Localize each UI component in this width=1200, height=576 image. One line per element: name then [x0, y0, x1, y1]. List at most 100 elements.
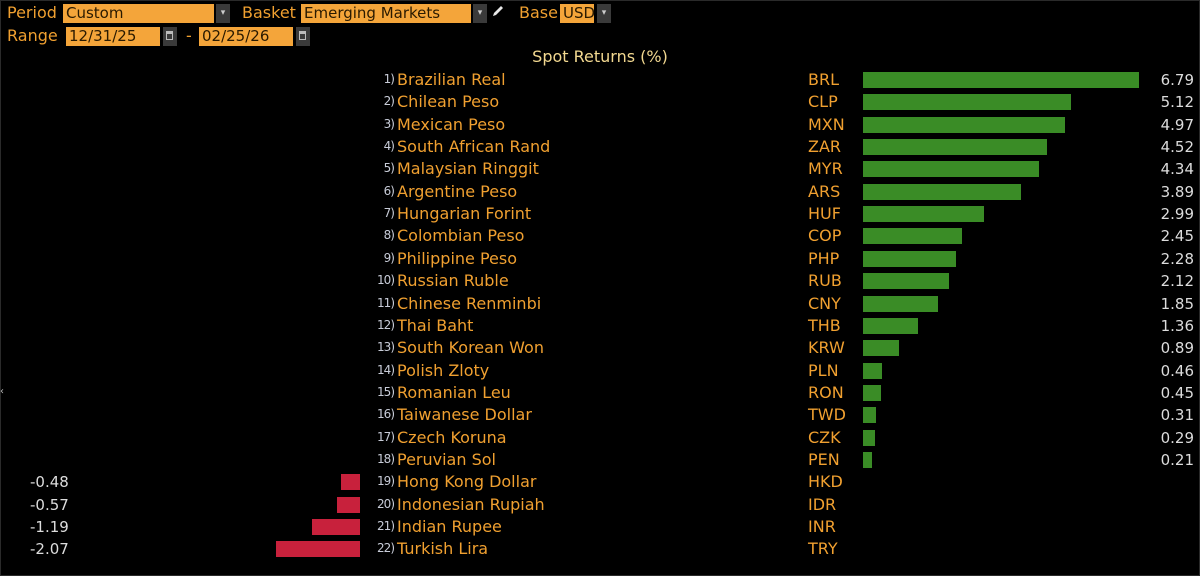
table-row[interactable]: 18) Peruvian Sol PEN 0.21 [0, 449, 1200, 471]
rank-number: 22) [377, 541, 395, 556]
basket-select[interactable]: Emerging Markets [301, 4, 471, 23]
currency-name[interactable]: Peruvian Sol [397, 449, 496, 469]
currency-code: KRW [808, 338, 845, 358]
negative-return-bar [276, 541, 360, 558]
return-value: -0.48 [30, 473, 69, 492]
currency-name[interactable]: Chilean Peso [397, 92, 500, 112]
currency-code: RUB [808, 271, 842, 291]
positive-return-bar [863, 317, 918, 334]
table-row[interactable]: 16) Taiwanese Dollar TWD 0.31 [0, 404, 1200, 426]
return-value: 4.34 [1160, 160, 1194, 179]
currency-code: CLP [808, 92, 838, 112]
currency-name[interactable]: Indonesian Rupiah [397, 494, 545, 514]
table-row[interactable]: 13) South Korean Won KRW 0.89 [0, 337, 1200, 359]
return-value: 4.52 [1160, 138, 1194, 157]
table-row[interactable]: 14) Polish Zloty PLN 0.46 [0, 360, 1200, 382]
table-row[interactable]: 11) Chinese Renminbi CNY 1.85 [0, 293, 1200, 315]
positive-return-bar [863, 250, 956, 267]
return-value: 0.29 [1160, 428, 1194, 447]
table-row[interactable]: 3) Mexican Peso MXN 4.97 [0, 114, 1200, 136]
table-row[interactable]: 19) Hong Kong Dollar HKD -0.48 [0, 471, 1200, 493]
currency-name[interactable]: Indian Rupee [397, 517, 502, 536]
basket-dropdown-button[interactable]: ▾ [473, 4, 487, 23]
table-row[interactable]: 10) Russian Ruble RUB 2.12 [0, 270, 1200, 292]
base-currency-select[interactable]: USD [560, 4, 595, 23]
currency-name[interactable]: Hong Kong Dollar [397, 472, 537, 492]
rank-number: 10) [377, 273, 395, 288]
currency-code: PEN [808, 449, 840, 469]
range-label: Range [7, 26, 58, 45]
currency-code: CZK [808, 427, 841, 447]
range-end-input[interactable]: 02/25/26 [199, 27, 293, 46]
return-value: 6.79 [1160, 71, 1194, 89]
return-value: 0.45 [1160, 383, 1194, 402]
positive-return-bar [863, 228, 962, 245]
rank-number: 16) [377, 407, 395, 422]
table-row[interactable]: 12) Thai Baht THB 1.36 [0, 315, 1200, 337]
period-select[interactable]: Custom [63, 4, 214, 23]
currency-code: BRL [808, 70, 840, 89]
currency-name[interactable]: Taiwanese Dollar [397, 405, 532, 425]
return-value: 2.28 [1160, 249, 1194, 268]
currency-code: CNY [808, 293, 841, 313]
currency-name[interactable]: Philippine Peso [397, 248, 517, 268]
currency-code: HUF [808, 204, 841, 224]
rank-number: 20) [377, 496, 395, 511]
return-value: -2.07 [30, 540, 69, 559]
table-row[interactable]: 1) Brazilian Real BRL 6.79 [0, 69, 1200, 91]
currency-name[interactable]: Chinese Renminbi [397, 293, 542, 313]
table-row[interactable]: 4) South African Rand ZAR 4.52 [0, 136, 1200, 158]
table-row[interactable]: 2) Chilean Peso CLP 5.12 [0, 91, 1200, 113]
positive-return-bar [863, 340, 899, 357]
currency-name[interactable]: Brazilian Real [397, 70, 506, 89]
range-start-input[interactable]: 12/31/25 [66, 27, 160, 46]
positive-return-bar [863, 72, 1139, 88]
calendar-start-icon[interactable] [163, 27, 177, 46]
currency-name[interactable]: Mexican Peso [397, 114, 506, 134]
currency-name[interactable]: Russian Ruble [397, 271, 509, 291]
rank-number: 8) [383, 228, 395, 243]
table-row[interactable]: 22) Turkish Lira TRY -2.07 [0, 538, 1200, 560]
table-row[interactable]: 17) Czech Koruna CZK 0.29 [0, 427, 1200, 449]
currency-name[interactable]: Czech Koruna [397, 427, 507, 447]
basket-label: Basket [242, 3, 296, 22]
table-row[interactable]: 9) Philippine Peso PHP 2.28 [0, 248, 1200, 270]
currency-name[interactable]: Turkish Lira [397, 539, 489, 559]
base-dropdown-button[interactable]: ▾ [597, 4, 611, 23]
table-row[interactable]: 21) Indian Rupee INR -1.19 [0, 516, 1200, 538]
currency-name[interactable]: Thai Baht [397, 315, 474, 335]
currency-name[interactable]: Argentine Peso [397, 181, 518, 201]
calendar-end-icon[interactable] [296, 27, 310, 46]
return-value: 2.45 [1160, 227, 1194, 246]
currency-code: PLN [808, 360, 839, 380]
table-row[interactable]: 5) Malaysian Ringgit MYR 4.34 [0, 158, 1200, 180]
currency-name[interactable]: Hungarian Forint [397, 204, 532, 224]
rank-number: 11) [377, 295, 395, 310]
period-dropdown-button[interactable]: ▾ [216, 4, 230, 23]
table-row[interactable]: 8) Colombian Peso COP 2.45 [0, 225, 1200, 247]
currency-name[interactable]: South African Rand [397, 137, 551, 157]
table-row[interactable]: 7) Hungarian Forint HUF 2.99 [0, 203, 1200, 225]
table-row[interactable]: 15) Romanian Leu RON 0.45 [0, 382, 1200, 404]
currency-name[interactable]: Polish Zloty [397, 360, 490, 380]
range-separator: - [186, 26, 192, 45]
return-value: 0.21 [1160, 450, 1194, 469]
edit-pencil-icon[interactable] [491, 4, 505, 18]
currency-code: THB [808, 315, 841, 335]
positive-return-bar [863, 451, 872, 468]
rank-number: 4) [383, 139, 395, 154]
currency-code: MXN [808, 114, 845, 134]
currency-name[interactable]: Malaysian Ringgit [397, 159, 539, 179]
table-row[interactable]: 20) Indonesian Rupiah IDR -0.57 [0, 494, 1200, 516]
rank-number: 3) [383, 116, 395, 131]
currency-name[interactable]: Romanian Leu [397, 382, 511, 402]
rank-number: 9) [383, 250, 395, 265]
side-collapse-arrow-icon[interactable]: ‹ [0, 386, 4, 397]
positive-return-bar [863, 94, 1071, 111]
table-row[interactable]: 6) Argentine Peso ARS 3.89 [0, 181, 1200, 203]
currency-name[interactable]: Colombian Peso [397, 226, 525, 246]
positive-return-bar [863, 206, 984, 223]
currency-name[interactable]: South Korean Won [397, 338, 544, 358]
currency-code: INR [808, 517, 836, 536]
return-value: 3.89 [1160, 182, 1194, 201]
